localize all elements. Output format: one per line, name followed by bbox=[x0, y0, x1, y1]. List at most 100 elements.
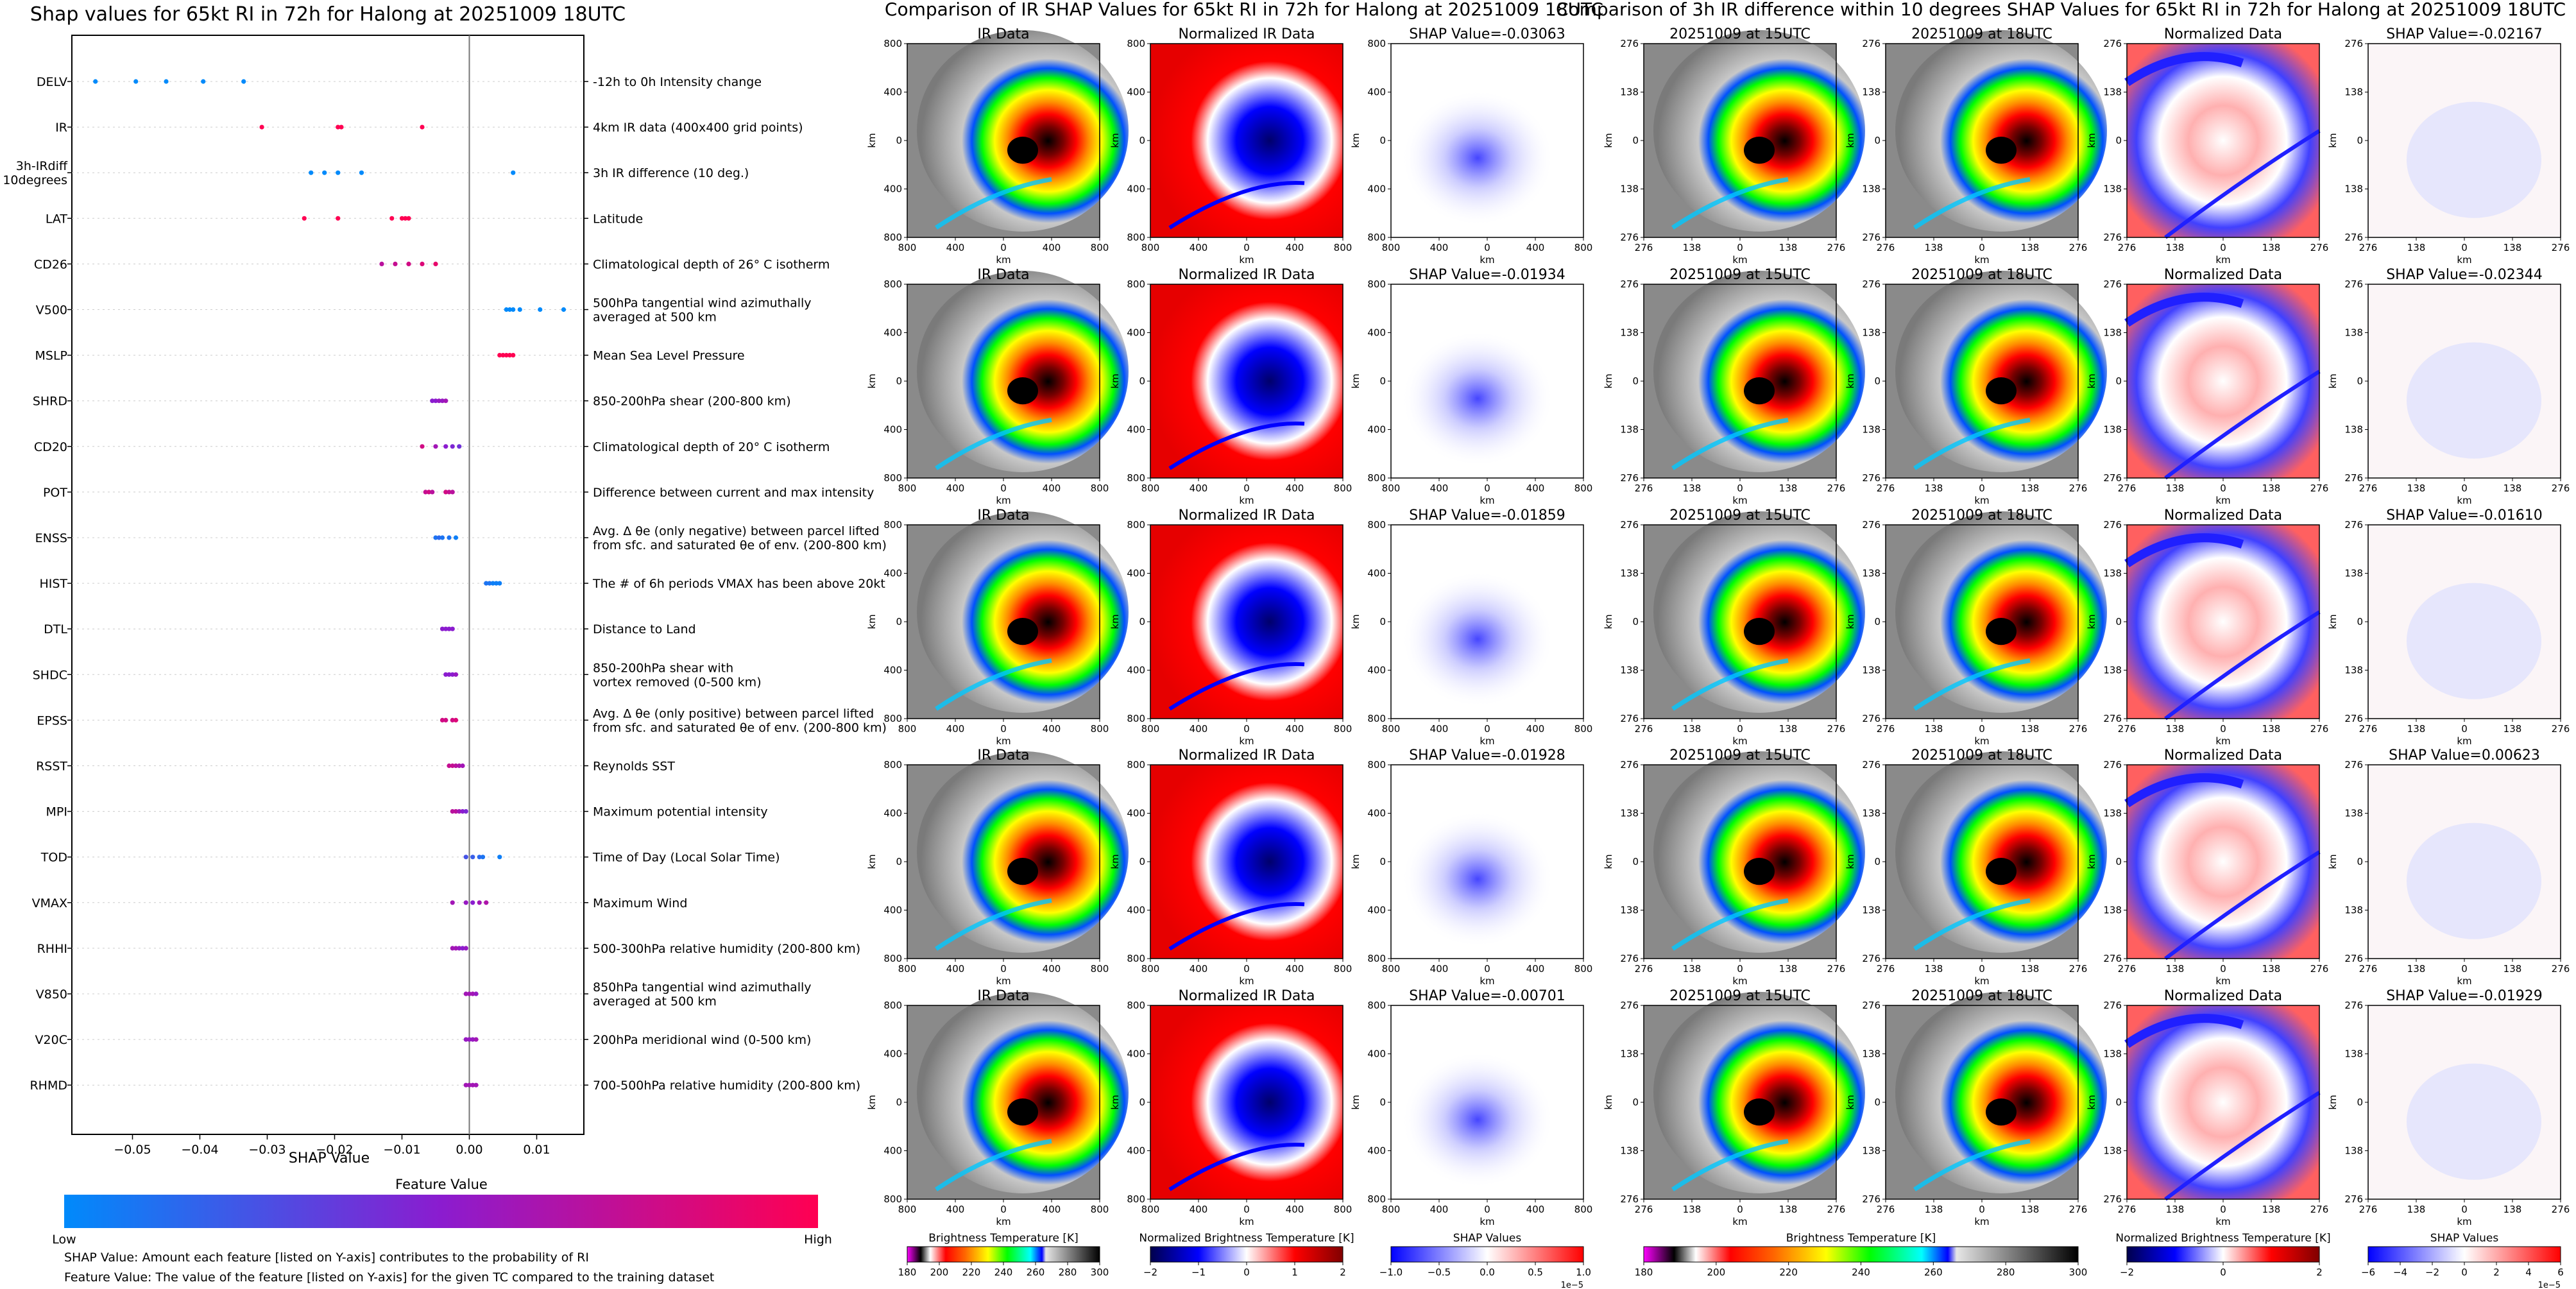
panel-y-tick-label: 400 bbox=[883, 905, 902, 916]
panel-y-tick-label: 0 bbox=[2115, 1097, 2122, 1108]
ir-shap-colorbar-exponent: 1e−5 bbox=[1561, 1281, 1583, 1289]
ir-15utc-title: 20251009 at 15UTC bbox=[1669, 747, 1811, 764]
shap-blob bbox=[1391, 554, 1564, 709]
panel-x-tick-label: 276 bbox=[2310, 723, 2329, 735]
panel-x-tick-label: 800 bbox=[1334, 723, 1352, 735]
diff-normalized-colorbar-tick-label: 2 bbox=[2316, 1267, 2323, 1278]
panel-y-tick-label: 276 bbox=[2344, 1000, 2363, 1011]
feature-description: Climatological depth of 26° C isotherm bbox=[593, 257, 830, 271]
shap-point bbox=[443, 717, 448, 722]
shap-point bbox=[504, 353, 509, 358]
shap-point bbox=[484, 581, 489, 586]
panel-y-tick-label: 138 bbox=[2103, 424, 2122, 436]
shap-point bbox=[406, 216, 411, 221]
panel-y-tick-label: 276 bbox=[1862, 38, 1881, 49]
panel-y-tick-label: 800 bbox=[1127, 38, 1145, 49]
diff-brightness-colorbar-tick-label: 220 bbox=[1779, 1267, 1798, 1278]
panel-y-tick-label: 800 bbox=[1127, 1193, 1145, 1205]
shap-point bbox=[359, 170, 364, 175]
storm-core bbox=[1986, 136, 2017, 164]
panel-x-tick-label: 138 bbox=[2166, 482, 2185, 494]
cloud-system bbox=[1653, 270, 1865, 472]
panel-x-tick-label: 400 bbox=[1526, 1204, 1545, 1215]
shap-point bbox=[336, 124, 341, 130]
shap-point bbox=[443, 490, 448, 495]
panel-y-axis-label: km bbox=[1845, 854, 1856, 869]
diff-normalized-colorbar bbox=[2126, 1246, 2320, 1263]
panel-y-tick-label: 400 bbox=[1367, 1048, 1386, 1060]
panel-x-tick-label: 276 bbox=[1877, 482, 1895, 494]
shap-point bbox=[473, 991, 479, 996]
ir-shap-colorbar-tick-label: −0.5 bbox=[1428, 1267, 1451, 1278]
panel-x-tick-label: 400 bbox=[1043, 242, 1061, 253]
shap-point bbox=[433, 444, 438, 449]
ir-15utc-title: 20251009 at 15UTC bbox=[1669, 508, 1811, 524]
ir-shap-colorbar-tick-label: 0.5 bbox=[1528, 1267, 1543, 1278]
panel-x-tick-label: 276 bbox=[2118, 482, 2137, 494]
panel-x-tick-label: 0 bbox=[1484, 723, 1490, 735]
panel-x-tick-label: 138 bbox=[2021, 723, 2040, 735]
shap-point bbox=[493, 581, 499, 586]
panel-x-tick-label: 800 bbox=[898, 963, 917, 975]
panel-x-tick-label: 400 bbox=[946, 963, 965, 975]
panel-x-tick-label: 800 bbox=[1574, 482, 1593, 494]
panel-x-tick-label: 800 bbox=[1141, 1204, 1160, 1215]
panel-x-tick-label: 276 bbox=[2310, 1204, 2329, 1215]
shap-point bbox=[339, 124, 344, 130]
rainband bbox=[935, 417, 1052, 470]
panel-y-tick-label: 276 bbox=[2103, 1000, 2122, 1011]
panel-y-axis-label: km bbox=[2327, 854, 2339, 869]
panel-y-tick-label: 400 bbox=[883, 1145, 902, 1157]
normalized-diff-image bbox=[2127, 525, 2319, 719]
panel-y-axis-label: km bbox=[1109, 1095, 1121, 1109]
panel-x-tick-label: 400 bbox=[1430, 242, 1449, 253]
panel-y-tick-label: 400 bbox=[1127, 87, 1145, 98]
panel-x-axis-label: km bbox=[1974, 1216, 1989, 1227]
panel-y-tick-label: 0 bbox=[1379, 856, 1386, 867]
panel-x-tick-label: 0 bbox=[1979, 1204, 1985, 1215]
panel-y-tick-label: 276 bbox=[1620, 1000, 1639, 1011]
feature-label-delv: DELV bbox=[37, 75, 67, 89]
shap-point bbox=[439, 717, 445, 722]
feature-label-shrd: SHRD bbox=[33, 395, 67, 409]
diff-brightness-colorbar bbox=[1643, 1246, 2079, 1263]
shap-diff-blob bbox=[2407, 583, 2541, 699]
shap-point bbox=[463, 900, 468, 905]
panel-x-tick-label: 800 bbox=[1091, 963, 1109, 975]
panel-x-axis-label: km bbox=[996, 975, 1011, 987]
panel-y-tick-label: 0 bbox=[2357, 375, 2363, 387]
panel-x-tick-label: 0 bbox=[1737, 242, 1743, 253]
panel-x-tick-label: 138 bbox=[1779, 723, 1798, 735]
feature-description: Climatological depth of 20° C isotherm bbox=[593, 440, 830, 454]
panel-x-tick-label: 276 bbox=[2118, 242, 2137, 253]
panel-y-tick-label: 0 bbox=[2115, 856, 2122, 867]
panel-x-axis-label: km bbox=[2215, 1216, 2230, 1227]
panel-x-tick-label: 138 bbox=[1779, 963, 1798, 975]
panel-y-tick-label: 0 bbox=[896, 135, 902, 146]
ir-brightness-colorbar-tick-label: 300 bbox=[1091, 1267, 1109, 1278]
feature-label-ir: IR bbox=[55, 121, 67, 135]
normalized-ir-image bbox=[1150, 765, 1343, 959]
diff-figure-title: Comparison of 3h IR difference within 10… bbox=[1556, 0, 2566, 20]
shap-point bbox=[473, 1082, 479, 1088]
shap-point bbox=[490, 581, 495, 586]
shap-point bbox=[470, 855, 475, 860]
panel-y-tick-label: 138 bbox=[1620, 808, 1639, 819]
panel-y-tick-label: 0 bbox=[2115, 616, 2122, 627]
shap-point bbox=[473, 1037, 479, 1042]
panel-y-tick-label: 276 bbox=[2344, 759, 2363, 771]
panel-x-axis-label: km bbox=[1239, 495, 1254, 506]
diff-shap-colorbar-tick-label: 4 bbox=[2525, 1267, 2532, 1278]
panel-y-tick-label: 138 bbox=[2103, 1048, 2122, 1060]
panel-y-tick-label: 276 bbox=[1620, 232, 1639, 243]
feature-label-rsst: RSST bbox=[36, 760, 67, 774]
normalized-diff-title: Normalized Data bbox=[2164, 988, 2282, 1004]
shap-chart-title: Shap values for 65kt RI in 72h for Halon… bbox=[30, 3, 626, 26]
panel-x-tick-label: 800 bbox=[898, 1204, 917, 1215]
panel-y-axis-label: km bbox=[1603, 614, 1614, 629]
shap-point bbox=[420, 261, 425, 266]
panel-x-tick-label: 138 bbox=[2262, 482, 2281, 494]
panel-x-tick-label: 400 bbox=[946, 1204, 965, 1215]
panel-x-tick-label: 276 bbox=[2069, 963, 2088, 975]
panel-y-tick-label: 138 bbox=[2103, 87, 2122, 98]
